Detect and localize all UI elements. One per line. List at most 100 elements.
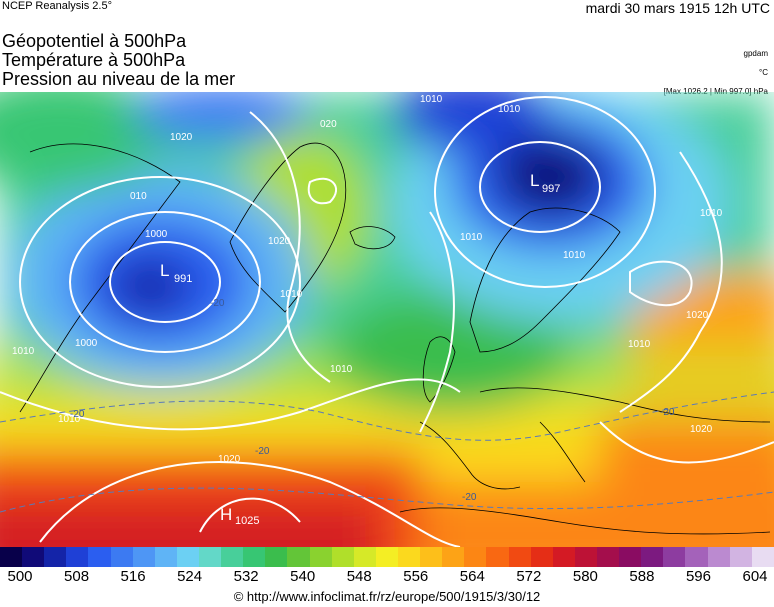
isobar-label: 1010 xyxy=(12,346,35,357)
weather-map-svg: L 991 L 997 H 1025 1010 1020 010 1000 10… xyxy=(0,92,774,547)
source-credit: © http://www.infoclimat.fr/rz/europe/500… xyxy=(233,589,541,604)
low-center-north: L 997 xyxy=(530,171,560,195)
colorbar-cell xyxy=(198,547,222,567)
title-geopotential: Géopotentiel à 500hPa xyxy=(2,31,187,51)
colorbar-cell xyxy=(420,547,443,567)
isobar-1010-north xyxy=(434,96,656,288)
isobar-label: 1010 xyxy=(498,104,521,115)
isobar-1010-central xyxy=(0,378,461,431)
isobar-label: 010 xyxy=(130,191,147,202)
isotherm-2 xyxy=(0,487,774,513)
greenland-outline xyxy=(229,142,347,313)
colorbar-tick-label: 500 xyxy=(7,568,33,585)
isotherm-label: -20 xyxy=(70,409,85,420)
colorbar-tick-label: 516 xyxy=(120,568,146,585)
isobar-label: 1010 xyxy=(460,232,483,243)
colorbar-cell xyxy=(486,547,509,567)
colorbar-cell xyxy=(88,547,111,567)
colorbar-tick-label: 524 xyxy=(177,568,203,585)
colorbar-cell xyxy=(685,547,708,567)
isobar-loop-greenland xyxy=(307,177,337,205)
isotherms xyxy=(0,391,774,513)
north-america-coast xyxy=(19,143,181,413)
isotherm-label: -20 xyxy=(660,407,675,418)
colorbar-tick-label: 604 xyxy=(742,568,768,585)
colorbar-tick-label: 572 xyxy=(516,568,542,585)
isotherm-labels: -20 -20 -20 -20 -20 xyxy=(70,298,675,503)
isobar-label: 1020 xyxy=(686,310,709,321)
colorbar-cell xyxy=(574,547,597,567)
colorbar-tick-label: 548 xyxy=(346,568,372,585)
title-temperature: Température à 500hPa xyxy=(2,50,186,70)
isobar-label: 1000 xyxy=(145,229,168,240)
isobar-1020-south xyxy=(39,461,461,547)
colorbar-cell xyxy=(331,547,354,567)
colorbar-cell xyxy=(309,547,332,567)
isobar-label: 1020 xyxy=(690,424,713,435)
weather-map: L 991 L 997 H 1025 1010 1020 010 1000 10… xyxy=(0,92,774,547)
isobar-990-west xyxy=(109,241,221,323)
italy-coast xyxy=(539,421,586,483)
colorbar-cell xyxy=(0,547,23,567)
colorbar-tick-label: 556 xyxy=(403,568,429,585)
high-symbol: H xyxy=(220,505,232,524)
colorbar-cell xyxy=(265,547,288,567)
colorbar-cell xyxy=(552,547,575,567)
isobar-1020-greenland xyxy=(249,111,331,383)
colorbar-tick-label: 540 xyxy=(290,568,316,585)
colorbar-cell xyxy=(397,547,421,567)
unit-gpdam: gpdam xyxy=(743,49,768,58)
coastlines xyxy=(19,142,771,535)
isobar-label: 1020 xyxy=(170,132,193,143)
unit-celsius: °C xyxy=(759,68,768,77)
colorbar-tick-label: 580 xyxy=(572,568,598,585)
unit-pressure-range: [Max 1026.2 | Min 997.0] hPa xyxy=(663,87,768,96)
colorbar-cell xyxy=(641,547,664,567)
isobar-labels: 1010 1020 010 1000 1010 1000 1010 1010 1… xyxy=(12,94,723,465)
colorbar-tick-label: 508 xyxy=(64,568,90,585)
low-value: 991 xyxy=(174,273,192,285)
low-symbol: L xyxy=(160,261,169,280)
colorbar-cell xyxy=(287,547,310,567)
colorbar-tick-label: 596 xyxy=(685,568,711,585)
colorbar-ticks: 500 508 516 524 532 540 548 556 564 572 580 588 596 6… xyxy=(0,568,774,586)
colorbar-cell xyxy=(110,547,133,567)
colorbar-cell xyxy=(22,547,45,567)
isobar-1010-west xyxy=(19,176,301,388)
iberia-coast xyxy=(419,421,521,490)
isotherm-1 xyxy=(0,391,774,441)
isobar-1000-west xyxy=(69,211,261,353)
colorbar-cell xyxy=(353,547,376,567)
data-source: NCEP Reanalysis 2.5° xyxy=(2,0,112,12)
isobar-label: 1010 xyxy=(280,289,303,300)
colorbar-tick-label: 564 xyxy=(459,568,485,585)
isobar-1010-atlantic xyxy=(419,211,455,433)
isotherm-label: -20 xyxy=(255,446,270,457)
isobar-label: 1010 xyxy=(563,250,586,261)
colorbar-cell xyxy=(530,547,553,567)
low-center-west: L 991 xyxy=(160,261,192,285)
colorbar-cell xyxy=(707,547,730,567)
colorbar-tick-label: 532 xyxy=(233,568,259,585)
isobar-label: 1010 xyxy=(330,364,353,375)
high-value: 1025 xyxy=(235,515,259,527)
africa-coast xyxy=(399,507,771,535)
isobar-label: 1020 xyxy=(218,454,241,465)
isobar-1025-south xyxy=(199,497,301,533)
isobar-label: 1010 xyxy=(58,414,81,425)
colorbar-cell xyxy=(132,547,155,567)
isobar-1000-north xyxy=(479,141,601,233)
title-pressure: Pression au niveau de la mer xyxy=(2,69,236,89)
colorbar-cell xyxy=(751,547,774,567)
colorbar-cell xyxy=(176,547,199,567)
isobar-label: 1020 xyxy=(268,236,291,247)
isotherm-label: -20 xyxy=(462,492,477,503)
colorbar-cell xyxy=(154,547,177,567)
isobar-1010-east xyxy=(619,151,723,413)
colorbar-cell xyxy=(729,547,752,567)
isobar-1020-east xyxy=(599,421,774,464)
isobar-label: 1010 xyxy=(420,94,443,105)
colorbar-cell xyxy=(442,547,465,567)
low-symbol: L xyxy=(530,171,539,190)
colorbar-cell xyxy=(66,547,89,567)
